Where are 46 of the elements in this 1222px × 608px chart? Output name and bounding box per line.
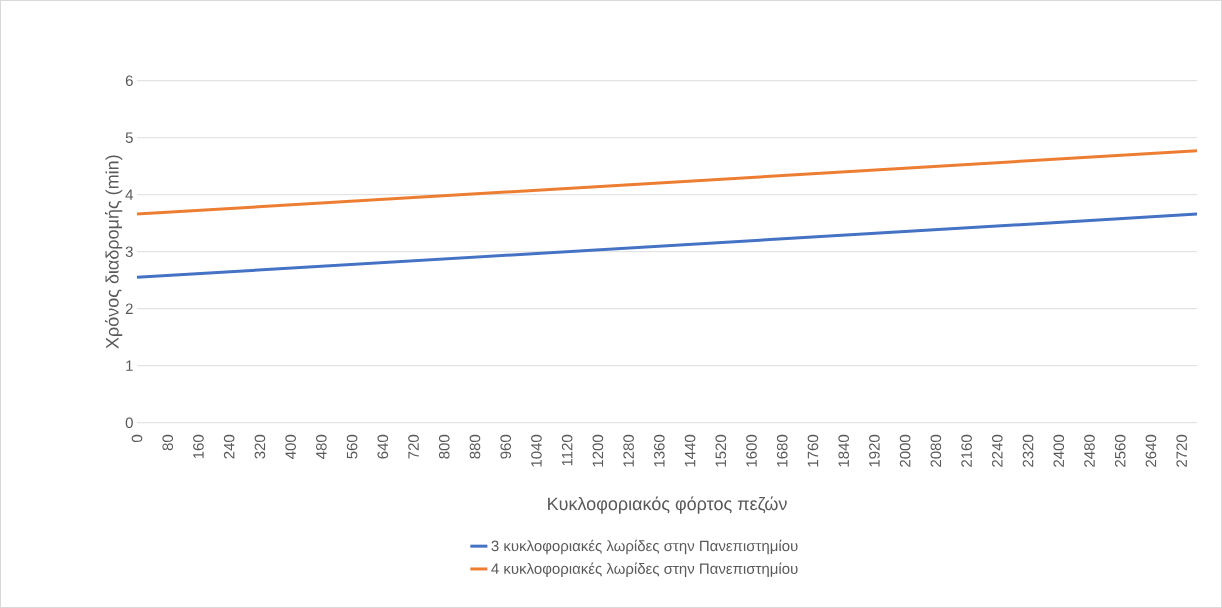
x-tick-label: 560 — [346, 434, 358, 459]
x-tick-label: 320 — [254, 434, 266, 459]
x-tick-label: 800 — [438, 434, 450, 459]
y-tick-label: 2 — [125, 303, 133, 314]
x-tick-label: 2560 — [1114, 434, 1126, 467]
x-tick-label: 640 — [377, 434, 389, 459]
x-tick-label: 880 — [469, 434, 481, 459]
x-tick-label: 2080 — [930, 434, 942, 467]
y-tick-label: 0 — [125, 417, 133, 428]
y-tick-label: 4 — [125, 189, 134, 200]
legend-label: 4 κυκλοφοριακές λωρίδες στην Πανεπιστημίου — [491, 562, 798, 577]
x-tick-label: 1520 — [715, 434, 727, 467]
y-axis-title: Χρόνος διαδρομής (min) — [104, 155, 123, 349]
x-tick-label: 240 — [223, 434, 235, 459]
x-tick-label: 2400 — [1053, 434, 1065, 467]
x-tick-label: 2000 — [899, 434, 911, 467]
x-tick-label: 2640 — [1145, 434, 1157, 467]
y-tick-label: 3 — [125, 246, 133, 257]
x-tick-label: 1120 — [561, 434, 573, 466]
x-tick-label: 1680 — [776, 434, 788, 467]
y-tick-label: 6 — [125, 75, 133, 86]
legend-label: 3 κυκλοφοριακές λωρίδες στην Πανεπιστημίου — [491, 539, 798, 555]
y-tick-label: 5 — [125, 132, 133, 143]
x-tick-label: 2720 — [1176, 434, 1187, 467]
x-tick-label: 1840 — [838, 434, 849, 467]
x-tick-label: 1600 — [746, 434, 757, 467]
x-axis-title: Κυκλοφοριακός φόρτος πεζών — [548, 496, 787, 514]
x-tick-label: 1280 — [623, 434, 634, 467]
x-tick-label: 1920 — [869, 434, 880, 467]
x-tick-label: 960 — [500, 434, 512, 459]
x-tick-label: 80 — [162, 434, 174, 451]
x-tick-label: 1440 — [684, 434, 696, 467]
x-tick-label: 2480 — [1084, 434, 1095, 467]
x-tick-label: 2320 — [1022, 434, 1034, 467]
x-tick-label: 0 — [131, 434, 143, 442]
x-tick-label: 400 — [285, 434, 296, 459]
x-tick-label: 1760 — [807, 434, 819, 467]
x-tick-label: 720 — [408, 434, 419, 459]
x-tick-label: 2160 — [961, 434, 972, 467]
x-tick-label: 480 — [316, 434, 327, 459]
x-tick-label: 160 — [193, 434, 204, 459]
y-tick-label: 1 — [126, 360, 133, 371]
x-tick-label: 1360 — [654, 434, 665, 467]
x-tick-label: 1040 — [531, 434, 542, 467]
x-tick-label: 2240 — [992, 434, 1003, 467]
x-tick-label: 1200 — [592, 434, 604, 467]
